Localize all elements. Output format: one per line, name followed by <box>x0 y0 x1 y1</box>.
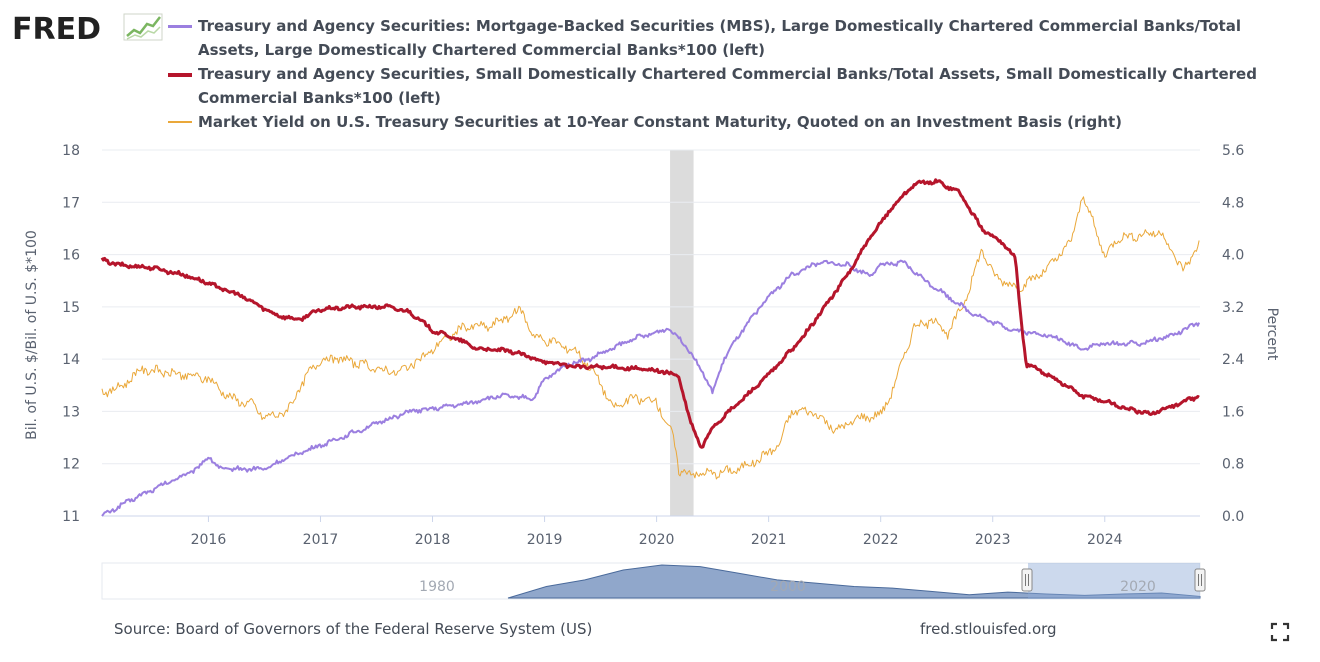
right-axis: 0.0 0.8 1.6 2.4 3.2 4.0 4.8 5.6 <box>1222 143 1244 525</box>
x-tick-label: 2023 <box>975 532 1011 548</box>
right-tick-label: 3.2 <box>1222 300 1244 316</box>
right-tick-label: 4.0 <box>1222 248 1244 264</box>
left-tick-label: 18 <box>62 143 80 159</box>
legend-item-mbs-large-banks[interactable]: Treasury and Agency Securities: Mortgage… <box>168 14 1288 62</box>
left-axis: 11 12 13 14 15 16 17 18 <box>62 143 80 525</box>
recession-shade <box>670 150 694 516</box>
navigator-labels: 1980 2000 2020 <box>419 579 1156 595</box>
right-tick-label: 5.6 <box>1222 143 1244 159</box>
source-note: Source: Board of Governors of the Federa… <box>114 620 593 638</box>
navigator-area <box>507 564 1201 599</box>
legend-item-10y-yield[interactable]: Market Yield on U.S. Treasury Securities… <box>168 110 1288 134</box>
navigator-handle-left[interactable] <box>1021 568 1033 592</box>
fred-logo-chart-icon <box>123 13 163 41</box>
legend-swatch-mbs-large-banks <box>168 25 192 28</box>
navigator-handle-right[interactable] <box>1194 568 1206 592</box>
x-tick-label: 2021 <box>751 532 787 548</box>
left-tick-label: 13 <box>62 404 80 420</box>
plot-background <box>102 150 1200 516</box>
site-link[interactable]: fred.stlouisfed.org <box>920 620 1057 638</box>
right-tick-label: 2.4 <box>1222 352 1244 368</box>
left-tick-label: 16 <box>62 248 80 264</box>
left-axis-title: Bil. of U.S. $/Bil. of U.S. $*100 <box>24 230 40 440</box>
left-tick-label: 11 <box>62 509 80 525</box>
legend-label-mbs-large-banks: Treasury and Agency Securities: Mortgage… <box>198 17 1241 59</box>
legend-item-small-banks[interactable]: Treasury and Agency Securities, Small Do… <box>168 62 1288 110</box>
fred-logo-text: FRED <box>12 12 101 47</box>
x-tick-label: 2022 <box>863 532 899 548</box>
left-tick-label: 17 <box>62 195 80 211</box>
x-tick-label: 2017 <box>303 532 339 548</box>
series-group <box>100 178 1201 517</box>
legend-label-10y-yield: Market Yield on U.S. Treasury Securities… <box>198 113 1122 131</box>
fred-logo[interactable]: FRED <box>10 8 170 52</box>
x-tick-label: 2020 <box>639 532 675 548</box>
right-axis-title: Percent <box>1264 308 1280 361</box>
left-tick-label: 12 <box>62 457 80 473</box>
recession-band <box>670 150 694 516</box>
x-tick-label: 2016 <box>191 532 227 548</box>
legend-swatch-small-banks <box>168 73 192 77</box>
x-tick-label: 2019 <box>527 532 563 548</box>
left-tick-label: 14 <box>62 352 80 368</box>
fullscreen-icon[interactable] <box>1268 620 1292 644</box>
right-tick-label: 4.8 <box>1222 195 1244 211</box>
x-tick-label: 2024 <box>1087 532 1123 548</box>
legend-label-small-banks: Treasury and Agency Securities, Small Do… <box>198 65 1257 107</box>
right-tick-label: 1.6 <box>1222 404 1244 420</box>
series-line-10y-yield <box>101 196 1200 480</box>
navigator-label: 2020 <box>1120 579 1156 595</box>
right-tick-label: 0.8 <box>1222 457 1244 473</box>
x-axis: 2016 2017 2018 2019 2020 2021 2022 2023 2024 <box>102 515 1200 548</box>
chart-legend: Treasury and Agency Securities: Mortgage… <box>168 14 1288 134</box>
right-tick-label: 0.0 <box>1222 509 1244 525</box>
navigator[interactable]: 1980 2000 2020 <box>101 562 1206 600</box>
series-line-small-banks <box>100 178 1200 449</box>
series-line-mbs-large-banks <box>101 259 1201 517</box>
left-tick-label: 15 <box>62 300 80 316</box>
legend-swatch-10y-yield <box>168 121 192 123</box>
navigator-label: 2000 <box>770 579 806 595</box>
navigator-selection[interactable] <box>1028 563 1200 599</box>
x-tick-label: 2018 <box>415 532 451 548</box>
fred-logo-graphic: FRED <box>12 12 163 47</box>
chart-area: 11 12 13 14 15 16 17 18 0.0 0.8 1.6 2.4 3.2 4.0 4.8 5.… <box>24 143 1280 600</box>
navigator-label: 1980 <box>419 579 455 595</box>
